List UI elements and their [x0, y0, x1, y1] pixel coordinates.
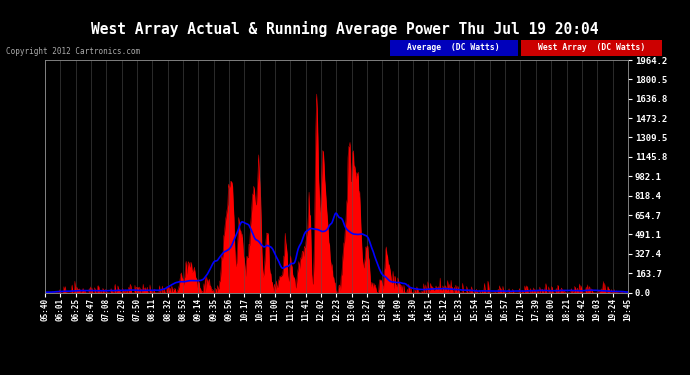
Text: Copyright 2012 Cartronics.com: Copyright 2012 Cartronics.com: [6, 47, 139, 56]
Text: West Array  (DC Watts): West Array (DC Watts): [538, 44, 645, 52]
Text: West Array Actual & Running Average Power Thu Jul 19 20:04: West Array Actual & Running Average Powe…: [91, 21, 599, 37]
Text: Average  (DC Watts): Average (DC Watts): [407, 44, 500, 52]
